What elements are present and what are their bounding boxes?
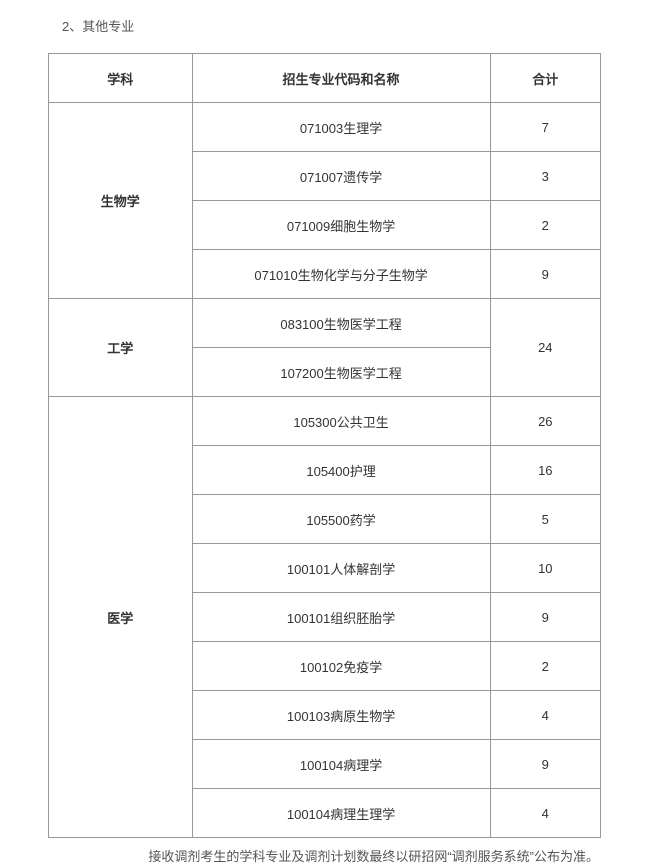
discipline-cell: 医学 xyxy=(49,397,193,838)
total-cell: 9 xyxy=(490,593,600,642)
table-row: 工学083100生物医学工程24 xyxy=(49,299,601,348)
total-cell: 4 xyxy=(490,789,600,838)
major-cell: 100104病理学 xyxy=(192,740,490,789)
major-cell: 100101组织胚胎学 xyxy=(192,593,490,642)
footer-note: 接收调剂考生的学科专业及调剂计划数最终以研招网“调剂服务系统”公布为准。 xyxy=(48,846,601,865)
total-cell: 16 xyxy=(490,446,600,495)
major-cell: 107200生物医学工程 xyxy=(192,348,490,397)
major-cell: 100101人体解剖学 xyxy=(192,544,490,593)
table-row: 生物学071003生理学7 xyxy=(49,103,601,152)
major-cell: 105500药学 xyxy=(192,495,490,544)
discipline-cell: 工学 xyxy=(49,299,193,397)
major-cell: 083100生物医学工程 xyxy=(192,299,490,348)
discipline-cell: 生物学 xyxy=(49,103,193,299)
total-cell: 3 xyxy=(490,152,600,201)
total-cell: 9 xyxy=(490,250,600,299)
total-cell: 9 xyxy=(490,740,600,789)
major-cell: 100102免疫学 xyxy=(192,642,490,691)
total-cell: 2 xyxy=(490,201,600,250)
major-cell: 071010生物化学与分子生物学 xyxy=(192,250,490,299)
total-cell: 2 xyxy=(490,642,600,691)
major-cell: 071009细胞生物学 xyxy=(192,201,490,250)
header-discipline: 学科 xyxy=(49,54,193,103)
total-cell: 4 xyxy=(490,691,600,740)
total-cell: 26 xyxy=(490,397,600,446)
header-total: 合计 xyxy=(490,54,600,103)
major-cell: 071003生理学 xyxy=(192,103,490,152)
major-cell: 105400护理 xyxy=(192,446,490,495)
major-cell: 105300公共卫生 xyxy=(192,397,490,446)
section-title: 2、其他专业 xyxy=(48,16,601,35)
major-cell: 071007遗传学 xyxy=(192,152,490,201)
total-cell: 7 xyxy=(490,103,600,152)
header-major: 招生专业代码和名称 xyxy=(192,54,490,103)
major-cell: 100104病理生理学 xyxy=(192,789,490,838)
total-cell: 10 xyxy=(490,544,600,593)
table-header-row: 学科 招生专业代码和名称 合计 xyxy=(49,54,601,103)
majors-table: 学科 招生专业代码和名称 合计 生物学071003生理学7071007遗传学30… xyxy=(48,53,601,838)
total-cell: 5 xyxy=(490,495,600,544)
total-cell: 24 xyxy=(490,299,600,397)
table-row: 医学105300公共卫生26 xyxy=(49,397,601,446)
major-cell: 100103病原生物学 xyxy=(192,691,490,740)
